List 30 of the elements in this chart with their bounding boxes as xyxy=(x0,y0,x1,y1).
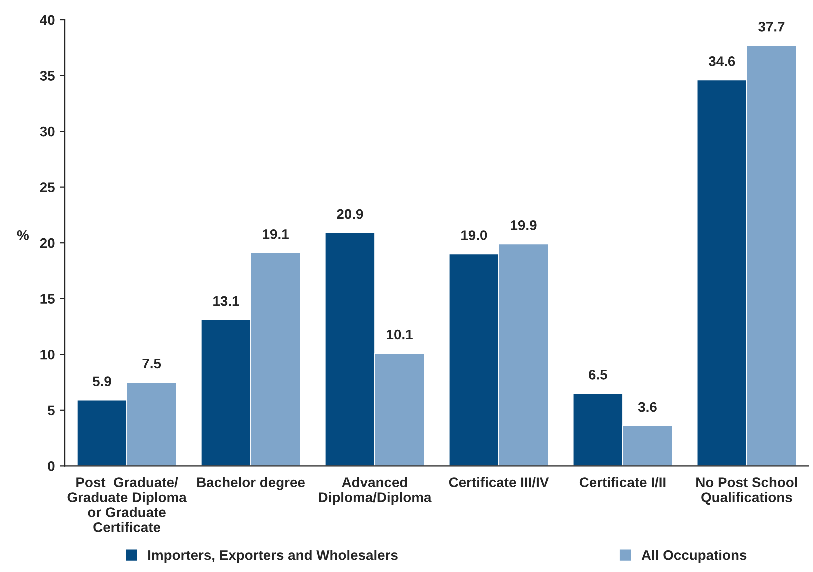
data-label: 19.9 xyxy=(511,220,537,230)
y-tick-label: 25 xyxy=(40,182,55,192)
x-tick-label: Certificate I/II xyxy=(580,477,666,488)
data-label: 5.9 xyxy=(93,376,112,387)
y-tick-label: 30 xyxy=(40,126,55,137)
y-tick-label: 0 xyxy=(48,462,55,472)
data-label: 34.6 xyxy=(708,56,736,66)
data-label: 20.9 xyxy=(337,209,364,220)
legend-label: Importers, Exporters and Wholesalers xyxy=(148,550,398,564)
x-tick-label: Advanced Diploma/Diploma xyxy=(319,477,432,506)
y-tick-label: 10 xyxy=(40,350,55,360)
legend-label: All Occupations xyxy=(642,550,747,564)
data-label: 19.0 xyxy=(462,230,488,240)
x-tick-label: Certificate III/IV xyxy=(449,477,550,488)
y-tick-label: 15 xyxy=(40,294,55,304)
x-tick-label: Post Graduate/ Graduate Diploma or Graduate Certificate xyxy=(68,477,187,532)
x-tick-label: No Post School Qualifications xyxy=(696,477,798,506)
y-tick-label: 20 xyxy=(40,238,55,248)
data-label: 6.5 xyxy=(589,370,608,380)
data-label: 19.1 xyxy=(263,229,289,240)
y-tick-label: 40 xyxy=(40,15,55,26)
data-label: 13.1 xyxy=(214,296,240,306)
data-label: 10.1 xyxy=(387,330,413,340)
data-label: 7.5 xyxy=(142,358,162,369)
y-axis-title: % xyxy=(17,230,30,240)
data-label: 37.7 xyxy=(758,22,785,32)
data-label: 3.6 xyxy=(638,402,657,412)
y-tick-label: 5 xyxy=(48,406,55,416)
x-tick-label: Bachelor degree xyxy=(198,477,305,490)
y-tick-label: 35 xyxy=(40,71,55,81)
